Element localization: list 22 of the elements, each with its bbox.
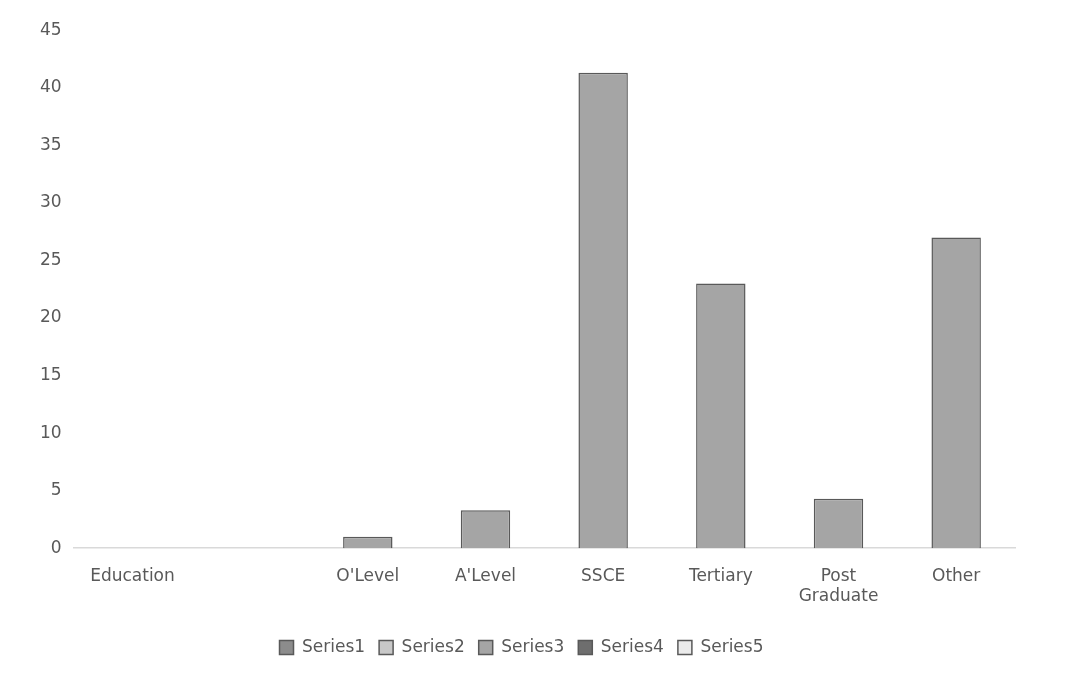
- legend-label: Series3: [501, 635, 565, 656]
- y-tick-label: 45: [39, 18, 62, 39]
- x-tick-label: Other: [932, 564, 981, 585]
- y-tick-label: 10: [39, 421, 62, 442]
- x-tick-label: Tertiary: [687, 564, 753, 585]
- legend-label: Series2: [401, 635, 465, 656]
- x-tick-label: Post Graduate: [798, 564, 879, 606]
- x-tick-label: Education: [90, 564, 175, 585]
- y-tick-label: 40: [39, 76, 62, 97]
- y-tick-label: 5: [50, 479, 62, 500]
- legend-label: Series4: [600, 635, 664, 656]
- y-tick-label: 35: [39, 133, 62, 154]
- y-tick-label: 30: [39, 191, 62, 212]
- y-tick-label: 20: [39, 306, 62, 327]
- y-tick-label: 0: [50, 536, 62, 557]
- x-tick-label: A'Level: [454, 564, 517, 585]
- x-tick-label: SSCE: [581, 564, 626, 585]
- legend-label: Series1: [302, 635, 366, 656]
- y-tick-label: 15: [39, 363, 62, 384]
- x-tick-label: O'Level: [336, 564, 400, 585]
- legend-label: Series5: [700, 635, 764, 656]
- y-tick-label: 25: [39, 248, 62, 269]
